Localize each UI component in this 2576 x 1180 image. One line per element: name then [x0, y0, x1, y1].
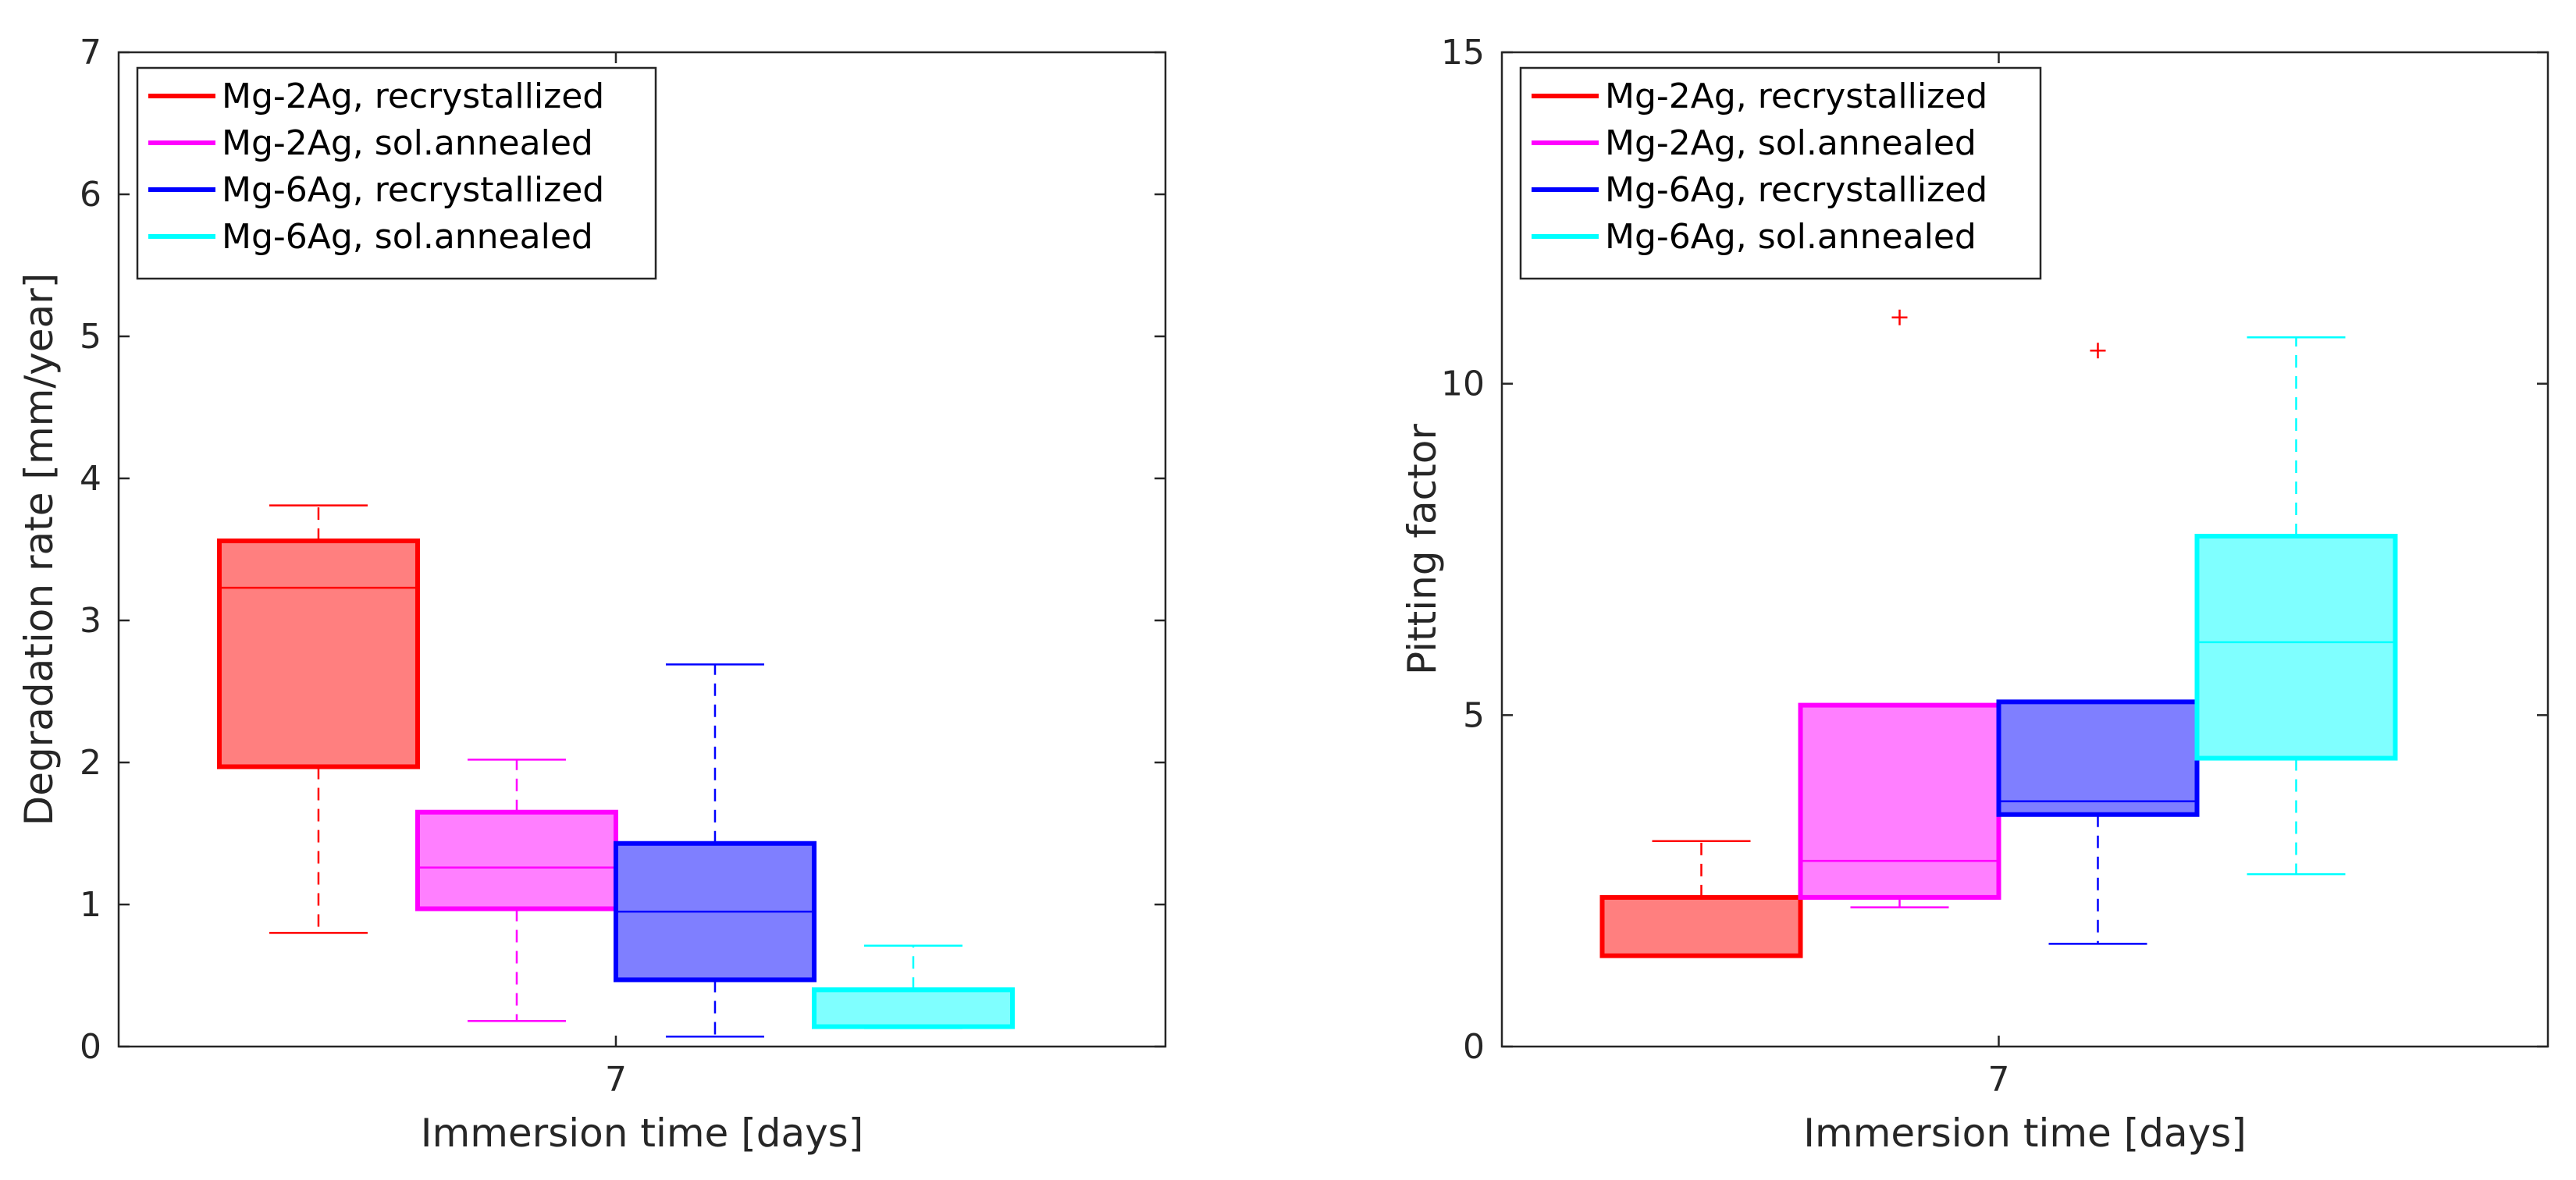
box-iqr [1599, 894, 1803, 958]
box-mg-2ag-recrystallized [1599, 840, 1803, 958]
plot-frame [1500, 51, 2549, 1048]
box-mg-6ag-recrystallized [613, 663, 817, 1038]
legend-label: Mg-6Ag, sol.annealed [1605, 217, 1976, 257]
legend-label: Mg-2Ag, sol.annealed [1605, 123, 1976, 163]
y-tick-label: 0 [1463, 1027, 1485, 1067]
box-mg-2ag-recrystallized [216, 504, 420, 934]
legend-label: Mg-6Ag, sol.annealed [222, 217, 593, 257]
box-mg-6ag-sol-annealed [2194, 336, 2398, 876]
box-mg-2ag-sol-annealed [415, 759, 618, 1022]
x-tick-label: 7 [1988, 1060, 2010, 1100]
y-tick-label: 6 [80, 175, 101, 215]
legend-label: Mg-2Ag, recrystallized [222, 76, 604, 116]
degradation-rate-chart: 0 1 2 3 4 5 6 7 7 Immersion time [days] Degradatio… [16, 33, 1167, 1156]
y-axis-label: Pitting factor [1400, 424, 1445, 675]
y-tick-label: 2 [80, 743, 101, 783]
box-mg-6ag-recrystallized [1996, 343, 2200, 945]
y-tick-label: 7 [80, 33, 101, 73]
plot-frame [117, 51, 1167, 1048]
box-iqr [811, 987, 1015, 1029]
x-axis-label: Immersion time [days] [1803, 1111, 2246, 1156]
box-iqr [1996, 699, 2200, 817]
y-tick-label: 1 [80, 885, 101, 925]
y-tick-label: 4 [80, 459, 101, 499]
x-tick-label: 7 [605, 1060, 627, 1100]
legend-label: Mg-2Ag, recrystallized [1605, 76, 1987, 116]
y-tick-label: 5 [80, 317, 101, 357]
box-iqr [216, 538, 420, 769]
pitting-factor-chart: 0 5 10 15 7 Immersion time [days] Pitting fact… [1400, 33, 2549, 1156]
y-tick-label: 10 [1441, 364, 1485, 404]
legend-frame [136, 66, 657, 280]
legend: Mg-2Ag, recrystallized Mg-2Ag, sol.anneal… [1519, 66, 2042, 280]
box-iqr [1798, 702, 2001, 900]
box-iqr [2194, 534, 2398, 761]
box-iqr [415, 809, 618, 912]
y-tick-label: 5 [1463, 695, 1485, 735]
box-mg-6ag-sol-annealed [811, 944, 1015, 1029]
legend-frame [1519, 66, 2042, 280]
y-tick-label: 0 [80, 1027, 101, 1067]
legend-label: Mg-6Ag, recrystallized [222, 170, 604, 210]
x-axis-label: Immersion time [days] [421, 1111, 863, 1156]
y-tick-label: 15 [1441, 33, 1485, 73]
legend-label: Mg-6Ag, recrystallized [1605, 170, 1987, 210]
legend-label: Mg-2Ag, sol.annealed [222, 123, 593, 163]
y-tick-label: 3 [80, 601, 101, 641]
legend: Mg-2Ag, recrystallized Mg-2Ag, sol.anneal… [136, 66, 657, 280]
y-axis-label: Degradation rate [mm/year] [16, 273, 62, 826]
